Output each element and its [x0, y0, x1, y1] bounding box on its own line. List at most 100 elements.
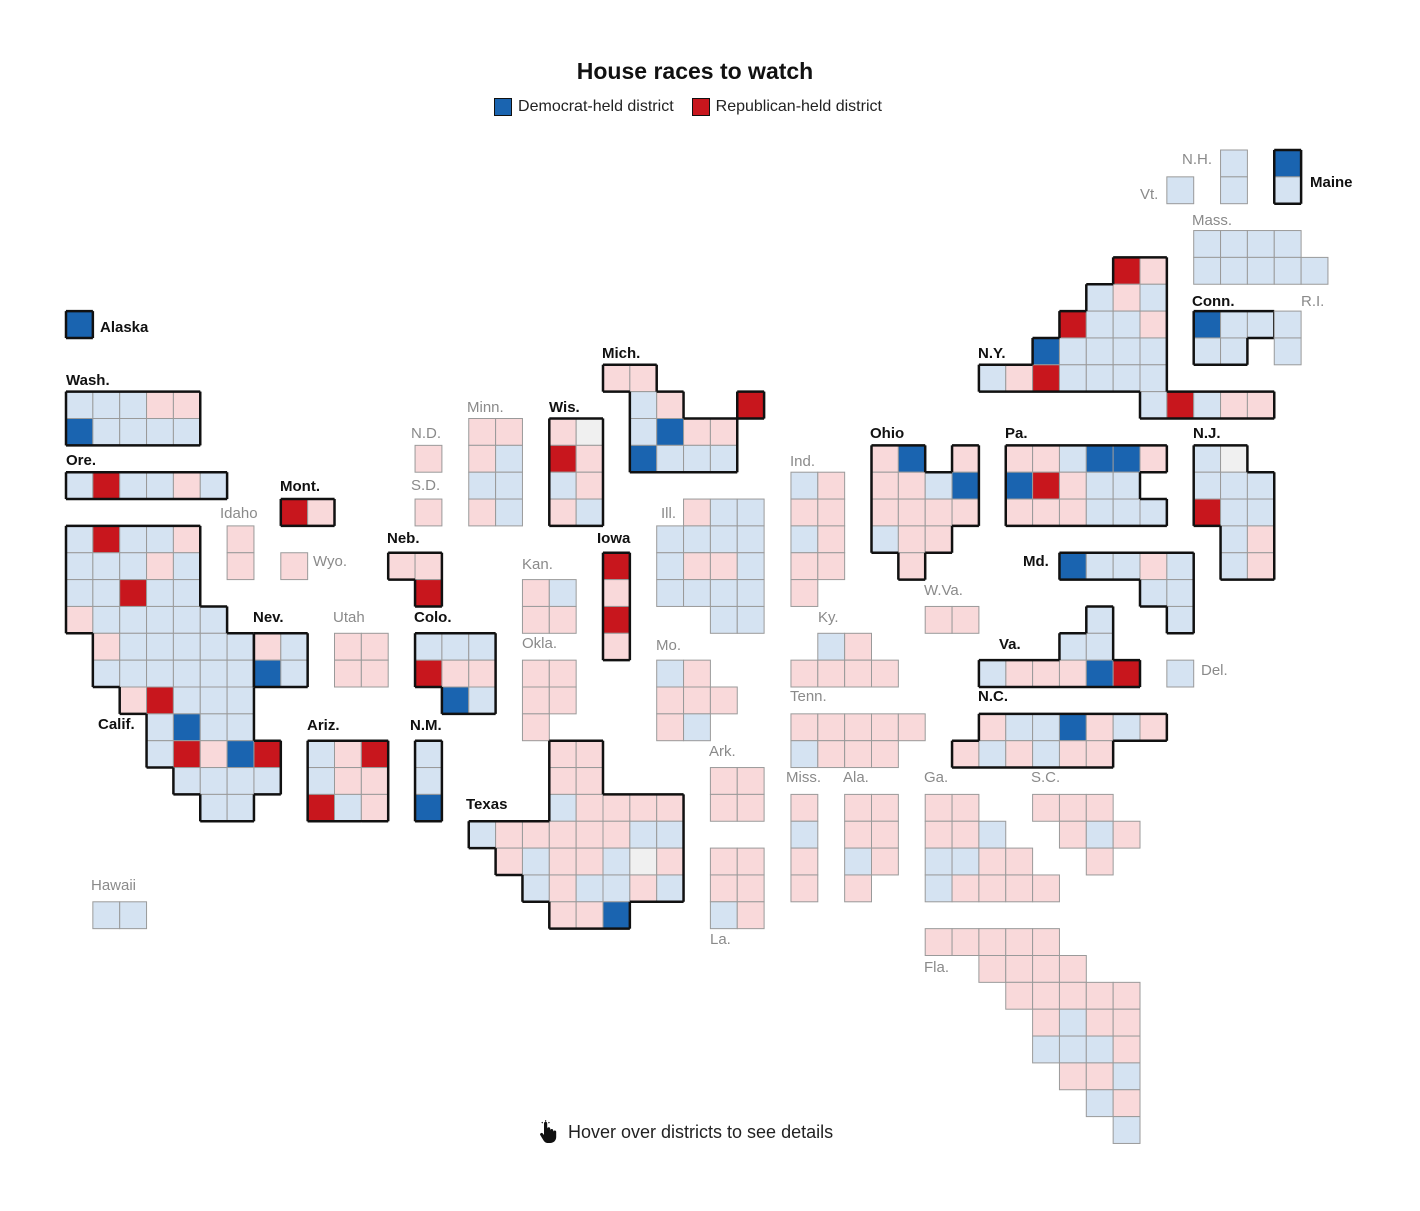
- district-tile[interactable]: [1273, 310, 1302, 339]
- district-tile[interactable]: [817, 525, 846, 554]
- district-tile[interactable]: [253, 632, 282, 661]
- district-tile[interactable]: [736, 793, 765, 822]
- district-tile[interactable]: [1085, 1035, 1114, 1064]
- district-tile[interactable]: [790, 525, 819, 554]
- district-tile[interactable]: [1166, 659, 1195, 688]
- district-tile[interactable]: [951, 793, 980, 822]
- district-tile[interactable]: [656, 525, 685, 554]
- district-tile[interactable]: [629, 847, 658, 876]
- district-tile[interactable]: [790, 471, 819, 500]
- district-tile[interactable]: [1112, 283, 1141, 312]
- district-tile[interactable]: [978, 659, 1007, 688]
- district-tile[interactable]: [1005, 955, 1034, 983]
- district-tile[interactable]: [817, 471, 846, 500]
- district-tile[interactable]: [1058, 1035, 1087, 1064]
- district-tile[interactable]: [334, 659, 362, 688]
- district-tile[interactable]: [1139, 337, 1168, 366]
- district-tile[interactable]: [172, 579, 201, 607]
- district-tile[interactable]: [575, 901, 604, 930]
- district-tile[interactable]: [951, 740, 980, 769]
- district-tile[interactable]: [1032, 337, 1060, 366]
- district-tile[interactable]: [1246, 498, 1275, 527]
- district-tile[interactable]: [951, 847, 980, 876]
- district-tile[interactable]: [602, 793, 631, 822]
- district-tile[interactable]: [119, 418, 148, 446]
- district-tile[interactable]: [199, 605, 228, 634]
- district-tile[interactable]: [548, 444, 577, 473]
- district-tile[interactable]: [602, 552, 631, 581]
- district-tile[interactable]: [656, 418, 685, 446]
- district-tile[interactable]: [1112, 1035, 1141, 1064]
- district-tile[interactable]: [1139, 498, 1168, 527]
- district-tile[interactable]: [951, 471, 980, 500]
- district-tile[interactable]: [65, 552, 94, 581]
- district-tile[interactable]: [683, 418, 711, 446]
- district-tile[interactable]: [736, 391, 765, 419]
- district-tile[interactable]: [521, 605, 550, 634]
- district-tile[interactable]: [1085, 632, 1114, 661]
- district-tile[interactable]: [119, 391, 148, 419]
- district-tile[interactable]: [360, 767, 389, 795]
- district-tile[interactable]: [1112, 981, 1141, 1010]
- district-tile[interactable]: [575, 471, 604, 500]
- district-tile[interactable]: [468, 632, 497, 661]
- district-tile[interactable]: [951, 820, 980, 849]
- district-tile[interactable]: [602, 364, 631, 393]
- district-tile[interactable]: [414, 659, 443, 688]
- district-tile[interactable]: [1246, 391, 1275, 419]
- district-tile[interactable]: [119, 525, 148, 554]
- district-tile[interactable]: [1193, 498, 1222, 527]
- district-tile[interactable]: [871, 498, 899, 527]
- district-tile[interactable]: [1085, 740, 1114, 769]
- district-tile[interactable]: [414, 579, 443, 607]
- district-tile[interactable]: [1220, 310, 1248, 339]
- district-tile[interactable]: [656, 579, 685, 607]
- district-tile[interactable]: [602, 874, 631, 903]
- district-tile[interactable]: [548, 659, 577, 688]
- district-tile[interactable]: [226, 767, 255, 795]
- district-tile[interactable]: [441, 659, 470, 688]
- district-tile[interactable]: [521, 874, 550, 903]
- district-tile[interactable]: [602, 605, 631, 634]
- district-tile[interactable]: [1005, 928, 1034, 957]
- district-tile[interactable]: [92, 659, 121, 688]
- district-tile[interactable]: [709, 847, 738, 876]
- district-tile[interactable]: [146, 525, 174, 554]
- district-tile[interactable]: [172, 471, 201, 500]
- district-tile[interactable]: [951, 928, 980, 957]
- district-tile[interactable]: [146, 632, 174, 661]
- district-tile[interactable]: [1220, 525, 1248, 554]
- district-tile[interactable]: [656, 659, 685, 688]
- district-tile[interactable]: [575, 444, 604, 473]
- district-tile[interactable]: [1085, 605, 1114, 634]
- district-tile[interactable]: [1220, 230, 1248, 258]
- district-tile[interactable]: [844, 659, 873, 688]
- district-tile[interactable]: [495, 471, 523, 500]
- district-tile[interactable]: [468, 686, 497, 715]
- district-tile[interactable]: [1193, 337, 1222, 366]
- district-tile[interactable]: [1032, 740, 1060, 769]
- district-tile[interactable]: [307, 767, 335, 795]
- district-tile[interactable]: [1058, 1062, 1087, 1091]
- district-tile[interactable]: [656, 793, 685, 822]
- district-tile[interactable]: [468, 659, 497, 688]
- district-tile[interactable]: [1058, 471, 1087, 500]
- district-tile[interactable]: [172, 686, 201, 715]
- district-tile[interactable]: [871, 713, 899, 742]
- district-tile[interactable]: [602, 632, 631, 661]
- district-tile[interactable]: [656, 391, 685, 419]
- district-tile[interactable]: [146, 713, 174, 742]
- district-tile[interactable]: [709, 552, 738, 581]
- district-tile[interactable]: [146, 605, 174, 634]
- district-tile[interactable]: [1085, 981, 1114, 1010]
- district-tile[interactable]: [226, 713, 255, 742]
- district-tile[interactable]: [817, 740, 846, 769]
- district-tile[interactable]: [790, 793, 819, 822]
- district-tile[interactable]: [1273, 230, 1302, 258]
- district-tile[interactable]: [1058, 337, 1087, 366]
- district-tile[interactable]: [1246, 310, 1275, 339]
- district-tile[interactable]: [844, 713, 873, 742]
- district-tile[interactable]: [1193, 310, 1222, 339]
- district-tile[interactable]: [1220, 256, 1248, 285]
- district-tile[interactable]: [1085, 498, 1114, 527]
